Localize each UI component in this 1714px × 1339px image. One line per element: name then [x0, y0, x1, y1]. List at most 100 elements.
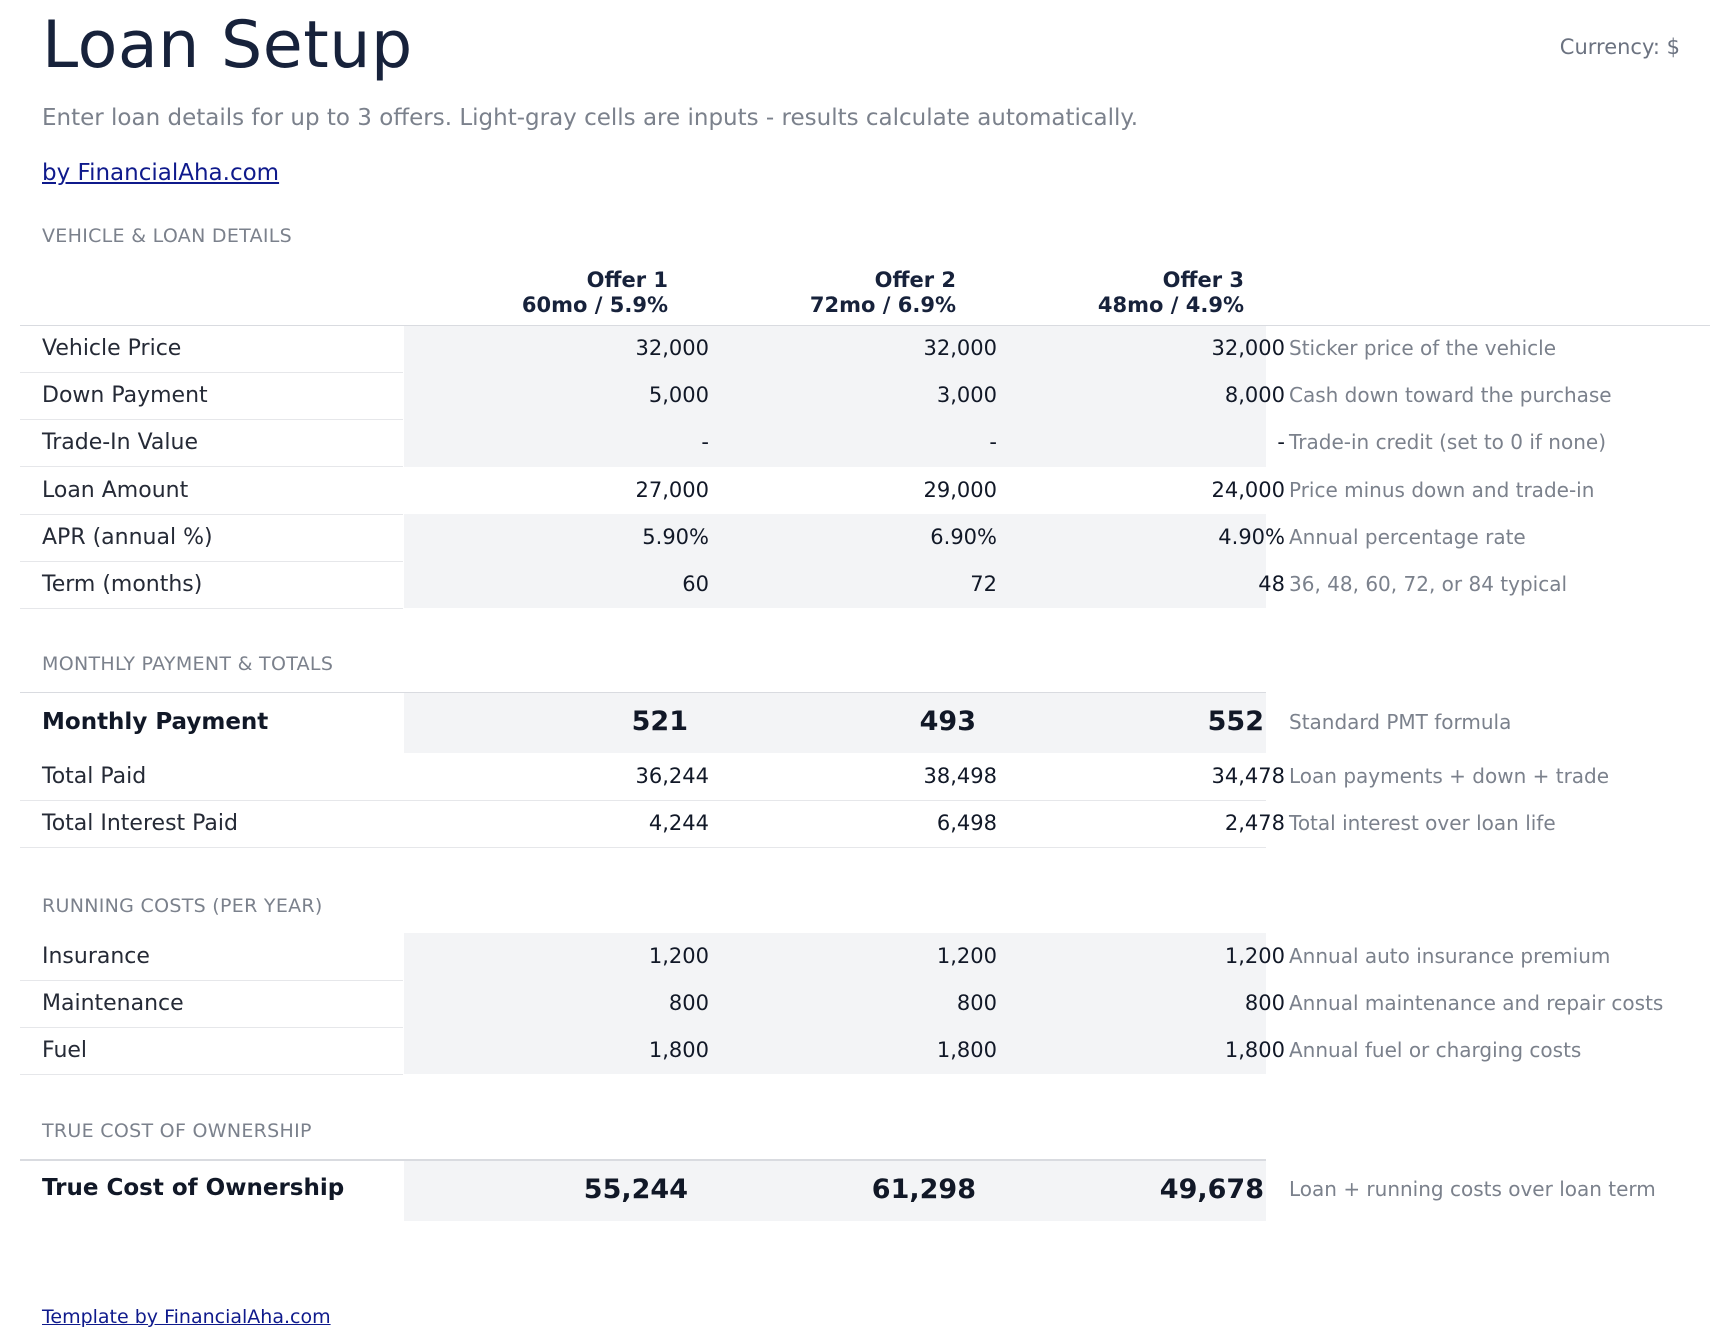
result-value: 521 [631, 706, 688, 737]
table-row: Fuel 1,800 1,800 1,800 [20, 1027, 1285, 1074]
input-cell[interactable]: - [989, 430, 997, 454]
input-cell[interactable]: 1,800 [648, 1038, 709, 1062]
input-band-vehicle [404, 326, 1266, 467]
result-value: 61,298 [871, 1174, 976, 1205]
footer-link[interactable]: Template by FinancialAha.com [42, 1306, 331, 1328]
row-divider [20, 980, 403, 981]
input-cell[interactable]: 32,000 [635, 336, 709, 360]
row-note: Loan payments + down + trade [1289, 764, 1610, 788]
section-label-running: RUNNING COSTS (PER YEAR) [42, 895, 323, 917]
section-label-vehicle: VEHICLE & LOAN DETAILS [42, 225, 293, 247]
result-value: 55,244 [583, 1174, 688, 1205]
offer-name: Offer 3 [1162, 268, 1244, 292]
input-cell[interactable]: - [1277, 430, 1285, 454]
input-cell[interactable]: 5.90% [642, 525, 709, 549]
monthly-payment-row: Monthly Payment 521 493 552 [20, 693, 1264, 753]
input-cell[interactable]: 1,200 [936, 944, 997, 968]
row-note: Annual auto insurance premium [1289, 944, 1611, 968]
row-label: Total Interest Paid [42, 811, 238, 836]
value-cell: 29,000 [923, 478, 997, 502]
row-note: Loan + running costs over loan term [1289, 1177, 1656, 1201]
input-cell[interactable]: 32,000 [923, 336, 997, 360]
input-cell[interactable]: 800 [1244, 991, 1285, 1015]
row-divider [20, 561, 403, 562]
result-value: 493 [919, 706, 976, 737]
input-band-rate-term [404, 514, 1266, 608]
section-divider [20, 1159, 1266, 1161]
value-cell: 38,498 [923, 764, 997, 788]
input-cell[interactable]: 8,000 [1224, 383, 1285, 407]
row-note: Trade-in credit (set to 0 if none) [1289, 430, 1606, 454]
offer-terms: 60mo / 5.9% [521, 293, 668, 317]
section-label-monthly: MONTHLY PAYMENT & TOTALS [42, 653, 334, 675]
input-cell[interactable]: 32,000 [1211, 336, 1285, 360]
row-note: Price minus down and trade-in [1289, 478, 1595, 502]
row-label: True Cost of Ownership [42, 1175, 345, 1201]
value-cell: 6,498 [936, 811, 997, 835]
value-cell: 24,000 [1211, 478, 1285, 502]
row-label: Insurance [42, 944, 150, 969]
row-divider [20, 1027, 403, 1028]
offer-name: Offer 2 [874, 268, 956, 292]
table-row: APR (annual %) 5.90% 6.90% 4.90% [20, 514, 1285, 561]
row-note: Standard PMT formula [1289, 710, 1512, 734]
row-label: Down Payment [42, 383, 208, 408]
row-label: Monthly Payment [42, 709, 269, 735]
row-note: Sticker price of the vehicle [1289, 336, 1557, 360]
row-label: Vehicle Price [42, 336, 182, 361]
input-cell[interactable]: 800 [956, 991, 997, 1015]
row-label: Fuel [42, 1038, 88, 1063]
input-cell[interactable]: 60 [682, 572, 709, 596]
input-cell[interactable]: 1,800 [1224, 1038, 1285, 1062]
credit-link[interactable]: by FinancialAha.com [42, 160, 280, 186]
section-divider [20, 692, 1266, 693]
value-cell: 36,244 [635, 764, 709, 788]
row-label: Trade-In Value [42, 430, 199, 455]
result-value: 49,678 [1159, 1174, 1264, 1205]
result-band-tco [404, 1161, 1266, 1221]
input-cell[interactable]: 3,000 [936, 383, 997, 407]
table-row: Total Paid 36,244 38,498 34,478 [20, 753, 1285, 800]
input-cell[interactable]: 4.90% [1218, 525, 1285, 549]
row-note: Annual fuel or charging costs [1289, 1038, 1582, 1062]
row-label: Loan Amount [42, 478, 189, 503]
row-label: Maintenance [42, 991, 184, 1016]
row-divider [20, 1074, 403, 1075]
input-cell[interactable]: 1,200 [648, 944, 709, 968]
row-note: Cash down toward the purchase [1289, 383, 1612, 407]
result-value: 552 [1207, 706, 1264, 737]
table-row: Total Interest Paid 4,244 6,498 2,478 [20, 800, 1285, 847]
input-cell[interactable]: 6.90% [930, 525, 997, 549]
row-divider [20, 608, 403, 609]
input-band-running [404, 933, 1266, 1074]
row-label: Term (months) [42, 572, 203, 597]
row-note: 36, 48, 60, 72, or 84 typical [1289, 572, 1568, 596]
table-row: Trade-In Value - - - [20, 419, 1285, 466]
row-label: APR (annual %) [42, 525, 213, 550]
tco-row: True Cost of Ownership 55,244 61,298 49,… [20, 1161, 1264, 1221]
offer-terms: 72mo / 6.9% [809, 293, 956, 317]
input-cell[interactable]: - [701, 430, 709, 454]
row-divider [20, 800, 1266, 801]
result-band-monthly [404, 693, 1266, 753]
input-cell[interactable]: 1,800 [936, 1038, 997, 1062]
table-row: Loan Amount 27,000 29,000 24,000 [20, 467, 1285, 514]
row-divider [20, 847, 1266, 848]
section-label-tco: TRUE COST OF OWNERSHIP [42, 1120, 312, 1142]
input-cell[interactable]: 5,000 [648, 383, 709, 407]
row-divider [20, 466, 403, 467]
row-divider [20, 372, 403, 373]
value-cell: 34,478 [1211, 764, 1285, 788]
input-cell[interactable]: 72 [970, 572, 997, 596]
row-note: Annual percentage rate [1289, 525, 1526, 549]
table-row: Vehicle Price 32,000 32,000 32,000 [20, 325, 1285, 372]
input-cell[interactable]: 48 [1258, 572, 1285, 596]
value-cell: 4,244 [648, 811, 709, 835]
input-cell[interactable]: 1,200 [1224, 944, 1285, 968]
table-row: Maintenance 800 800 800 [20, 980, 1285, 1027]
input-cell[interactable]: 800 [668, 991, 709, 1015]
offer-name: Offer 1 [586, 268, 668, 292]
table-row: Term (months) 60 72 48 [20, 561, 1285, 608]
header-divider [20, 325, 1710, 326]
value-cell: 2,478 [1224, 811, 1285, 835]
